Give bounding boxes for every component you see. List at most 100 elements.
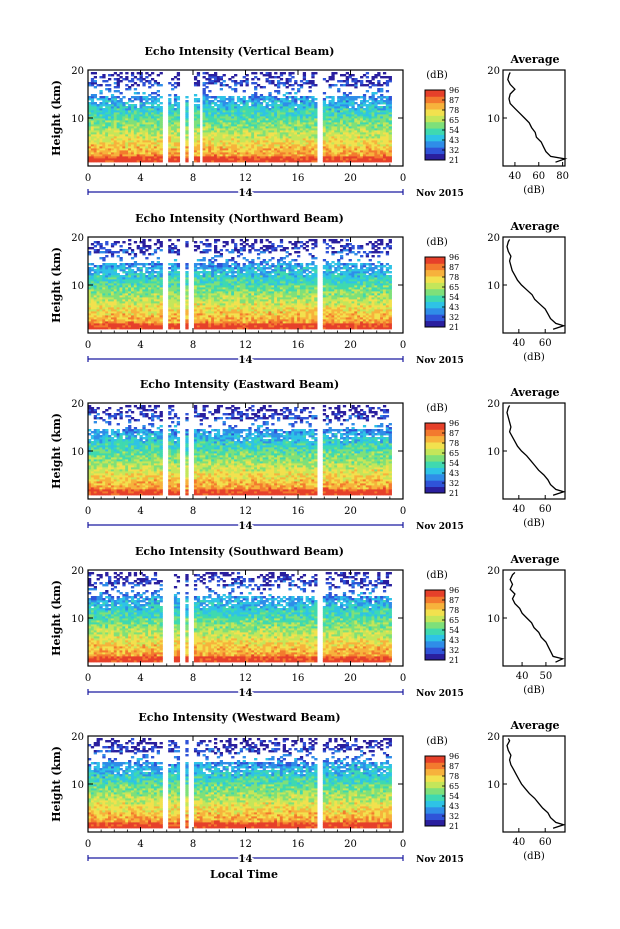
heatmap-cell (125, 84, 129, 87)
heatmap-cell (133, 126, 138, 129)
heatmap-cell (108, 152, 112, 155)
heatmap-cell (139, 136, 143, 139)
heatmap-cell (136, 150, 140, 153)
heatmap-cell (159, 140, 163, 143)
heatmap-cell (113, 140, 118, 143)
heatmap-cell (93, 245, 97, 248)
heatmap-cell (90, 112, 95, 115)
average-x-tick-label: 80 (556, 171, 569, 182)
heatmap-cell (365, 84, 370, 87)
heatmap-cell (185, 144, 189, 147)
heatmap-cell (159, 72, 163, 75)
y-tick-label: 20 (71, 66, 84, 77)
heatmap-cell (148, 152, 152, 155)
heatmap-cell (357, 104, 361, 107)
heatmap-cell (102, 112, 106, 115)
heatmap-cell (142, 78, 146, 81)
heatmap-cell (93, 110, 97, 113)
heatmap-cell (153, 243, 158, 246)
heatmap-cell (148, 80, 152, 83)
heatmap-cell (90, 126, 95, 129)
heatmap-cell (113, 144, 118, 147)
heatmap-cell (148, 142, 152, 145)
heatmap-cell (168, 140, 172, 143)
heatmap-cell (113, 120, 118, 123)
heatmap-cell (211, 96, 215, 99)
heatmap-cell (193, 98, 198, 101)
heatmap-cell (153, 118, 158, 121)
heatmap-cell (236, 96, 241, 99)
heatmap-cell (176, 74, 181, 77)
heatmap-cell (225, 102, 229, 105)
heatmap-cell (130, 112, 135, 115)
average-frame (502, 69, 566, 167)
heatmap-cell (136, 130, 140, 133)
heatmap-cell (116, 74, 120, 77)
heatmap-cell (368, 102, 372, 105)
heatmap-cell (110, 94, 115, 97)
heatmap-cell (248, 96, 252, 99)
heatmap-cell (151, 100, 155, 103)
heatmap-cell (277, 90, 281, 93)
heatmap-cell (125, 142, 129, 145)
heatmap-cell (196, 72, 201, 75)
heatmap-cell (145, 249, 149, 252)
heatmap-cell (354, 78, 358, 81)
heatmap-cell (99, 160, 103, 163)
heatmap-cell (173, 140, 178, 143)
heatmap-cell (93, 122, 97, 125)
heatmap-cell (139, 108, 143, 111)
heatmap-cell (110, 102, 115, 105)
heatmap-cell (176, 142, 181, 145)
heatmap-cell (105, 110, 109, 113)
heatmap-cell (171, 140, 175, 143)
heatmap-cell (251, 94, 255, 97)
heatmap-cell (102, 124, 106, 127)
heatmap-cell (374, 74, 378, 77)
heatmap-cell (93, 134, 97, 137)
heatmap-cell (291, 76, 295, 79)
heatmap-cell (130, 136, 135, 139)
heatmap-cell (142, 148, 146, 151)
heatmap-cell (130, 249, 135, 252)
heatmap-cell (93, 156, 97, 159)
heatmap-cell (168, 154, 172, 157)
heatmap-cell (214, 72, 218, 75)
heatmap-cell (168, 263, 172, 266)
heatmap-cell (119, 76, 123, 79)
heatmap-cell (128, 88, 132, 91)
heatmap-cell (148, 108, 152, 111)
heatmap-cell (133, 148, 138, 151)
heatmap-cell (219, 96, 223, 99)
heatmap-cell (380, 76, 384, 79)
heatmap-cell (105, 156, 109, 159)
heatmap-cell (148, 82, 152, 85)
heatmap-cell (113, 108, 118, 111)
heatmap-cell (105, 136, 109, 139)
heatmap-cell (193, 160, 198, 163)
heatmap-cell (116, 116, 120, 119)
heatmap-cell (130, 160, 135, 163)
heatmap-cell (122, 144, 126, 147)
heatmap-cell (102, 142, 106, 145)
heatmap-cell (130, 122, 135, 125)
heatmap-cell (148, 110, 152, 113)
heatmap-cell (145, 138, 149, 141)
heatmap-cell (125, 122, 129, 125)
heatmap-cell (122, 106, 126, 109)
heatmap-cell (99, 126, 103, 129)
heatmap-cell (173, 126, 178, 129)
heatmap-cell (176, 146, 181, 149)
heatmap-cell (279, 82, 284, 85)
heatmap-cell (125, 136, 129, 139)
heatmap-cell (156, 106, 160, 109)
heatmap-cell (371, 82, 375, 85)
heatmap-cell (173, 148, 178, 151)
heatmap-cell (133, 88, 138, 91)
heatmap-cell (130, 142, 135, 145)
heatmap-cell (153, 108, 158, 111)
heatmap-cell (125, 156, 129, 159)
heatmap-cell (105, 118, 109, 121)
heatmap-cell (159, 128, 163, 131)
panels: Echo Intensity (Vertical Beam)1020Height… (50, 45, 569, 867)
